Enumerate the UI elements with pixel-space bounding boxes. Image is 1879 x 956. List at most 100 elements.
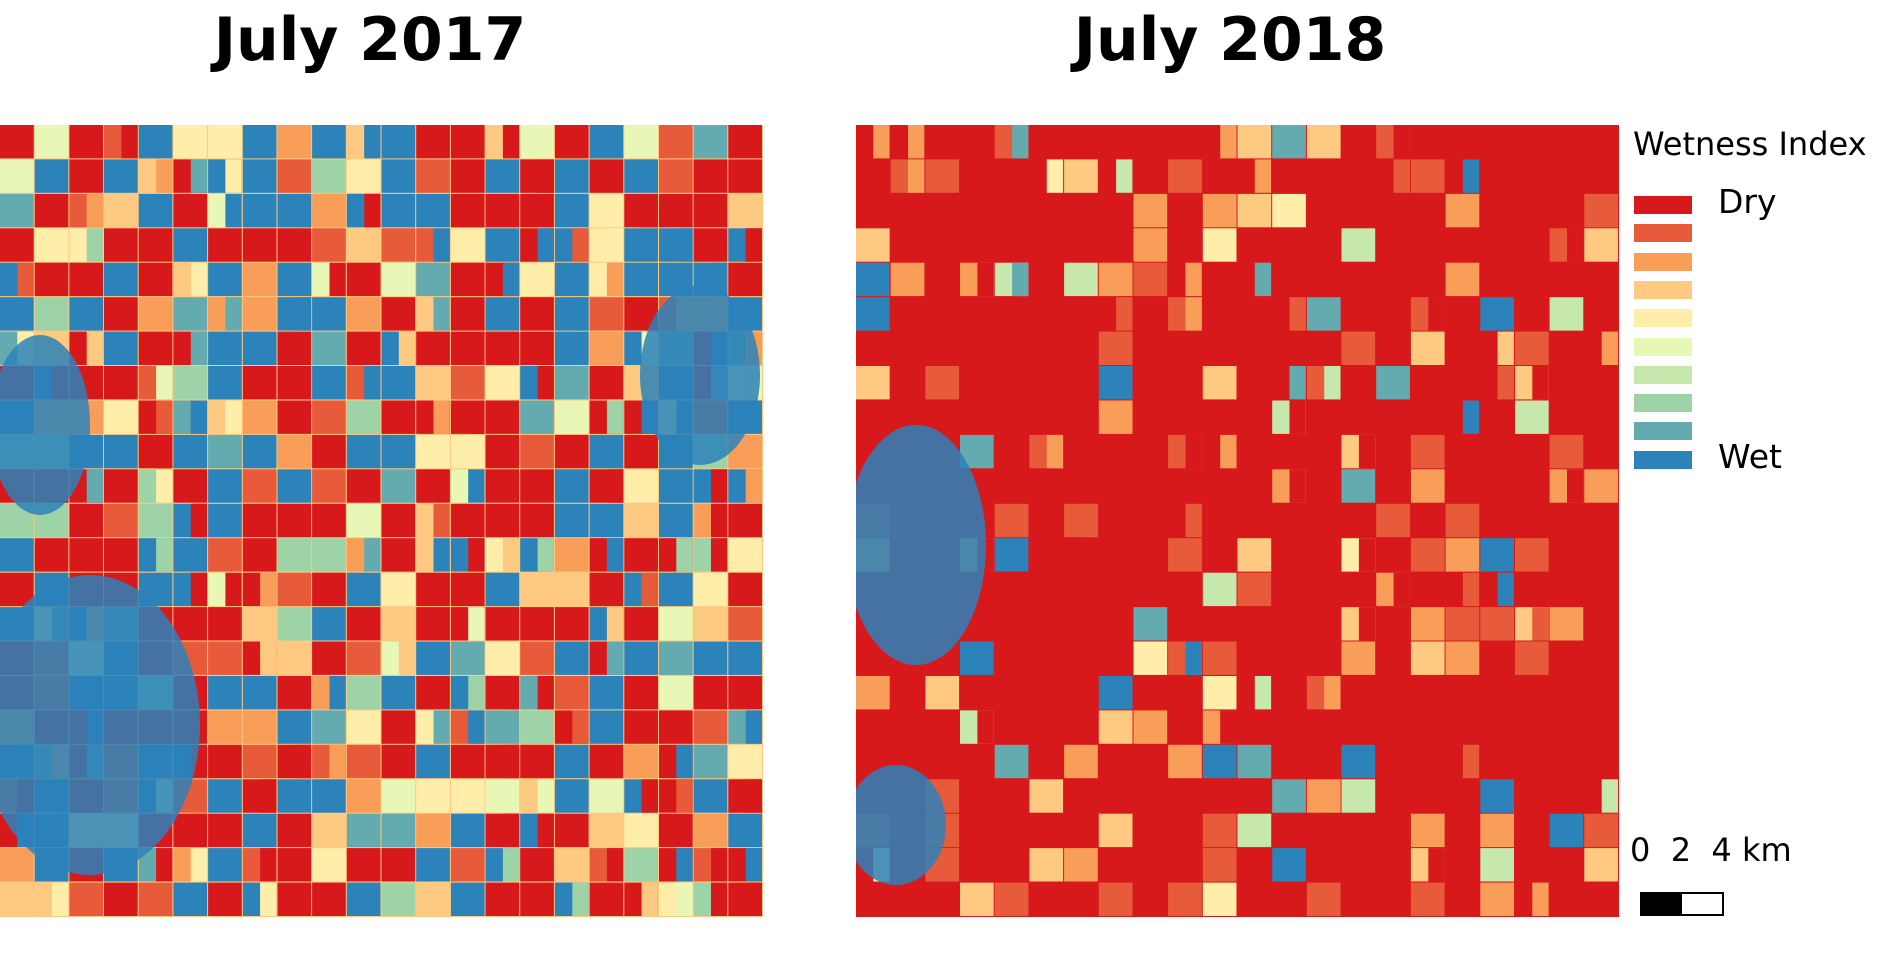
field-subparcel xyxy=(1497,572,1514,607)
field-subparcel xyxy=(468,469,485,503)
field-subparcel xyxy=(537,813,554,848)
field-parcel xyxy=(1445,228,1480,262)
field-parcel xyxy=(0,572,34,607)
field-parcel xyxy=(589,434,624,469)
field-subparcel xyxy=(294,434,312,469)
field-parcel xyxy=(1168,779,1202,813)
field-parcel xyxy=(0,193,34,228)
field-subparcel xyxy=(1081,503,1098,538)
field-subparcel xyxy=(1289,366,1306,400)
field-parcel xyxy=(1306,159,1341,193)
field-subparcel xyxy=(1393,297,1410,331)
field-parcel xyxy=(1098,813,1133,848)
field-parcel xyxy=(1237,779,1272,813)
field-parcel xyxy=(728,538,762,572)
field-subparcel xyxy=(294,193,312,228)
field-parcel xyxy=(1515,400,1549,434)
field-parcel xyxy=(1098,848,1133,882)
field-subparcel xyxy=(1462,882,1480,916)
field-parcel xyxy=(1306,607,1341,641)
field-parcel xyxy=(1133,607,1168,641)
field-parcel xyxy=(994,159,1029,193)
field-subparcel xyxy=(1220,710,1237,744)
field-parcel xyxy=(173,125,208,159)
field-subparcel xyxy=(1220,125,1237,159)
field-parcel xyxy=(104,882,138,916)
field-parcel xyxy=(1480,744,1514,779)
field-parcel xyxy=(1445,813,1480,848)
field-subparcel xyxy=(156,848,173,882)
field-parcel xyxy=(624,469,658,503)
field-parcel xyxy=(624,641,658,675)
field-subparcel xyxy=(468,676,485,710)
field-parcel xyxy=(277,262,312,297)
field-parcel xyxy=(1480,813,1514,848)
field-subparcel xyxy=(1116,159,1133,193)
field-parcel xyxy=(728,262,762,297)
field-parcel xyxy=(346,813,381,848)
field-subparcel xyxy=(1428,297,1445,331)
field-subparcel xyxy=(260,779,277,813)
field-parcel xyxy=(1515,193,1549,228)
wet-area xyxy=(856,425,986,665)
field-parcel xyxy=(1098,744,1133,779)
field-parcel xyxy=(104,262,138,297)
field-parcel xyxy=(312,366,346,400)
field-parcel xyxy=(1272,159,1306,193)
field-parcel xyxy=(1515,779,1549,813)
field-subparcel xyxy=(1393,572,1410,607)
field-parcel xyxy=(450,193,485,228)
field-parcel xyxy=(416,469,450,503)
field-parcel xyxy=(1584,744,1618,779)
field-parcel xyxy=(69,538,104,572)
field-subparcel xyxy=(225,572,242,607)
field-parcel xyxy=(890,331,925,365)
field-subparcel xyxy=(502,848,520,882)
field-subparcel xyxy=(676,538,693,572)
field-parcel xyxy=(485,779,520,813)
field-parcel xyxy=(994,607,1029,641)
field-subparcel xyxy=(225,400,242,434)
field-parcel xyxy=(1133,641,1168,675)
field-parcel xyxy=(450,882,485,916)
field-parcel xyxy=(242,710,277,744)
field-parcel xyxy=(1237,469,1272,503)
field-parcel xyxy=(1098,607,1133,641)
field-parcel xyxy=(416,125,450,159)
legend-swatch-2 xyxy=(1634,252,1692,271)
field-subparcel xyxy=(1324,813,1341,848)
field-parcel xyxy=(1237,641,1272,675)
field-subparcel xyxy=(1497,469,1514,503)
field-parcel xyxy=(104,503,138,538)
field-parcel xyxy=(1306,710,1341,744)
field-parcel xyxy=(890,366,925,400)
field-parcel xyxy=(1445,779,1480,813)
field-subparcel xyxy=(1567,779,1584,813)
field-parcel xyxy=(1341,813,1376,848)
field-subparcel xyxy=(364,366,381,400)
field-parcel xyxy=(1168,848,1202,882)
field-parcel xyxy=(1376,744,1410,779)
field-subparcel xyxy=(606,607,624,641)
field-subparcel xyxy=(433,400,450,434)
wet-area xyxy=(856,765,946,885)
field-parcel xyxy=(450,331,485,365)
field-parcel xyxy=(1445,434,1480,469)
field-subparcel xyxy=(537,676,554,710)
field-subparcel xyxy=(1220,434,1237,469)
field-parcel xyxy=(1410,641,1445,675)
field-parcel xyxy=(1341,710,1376,744)
field-parcel xyxy=(925,366,960,400)
field-subparcel xyxy=(502,125,520,159)
field-parcel xyxy=(1202,400,1237,434)
field-parcel xyxy=(1202,607,1237,641)
field-parcel xyxy=(173,297,208,331)
field-subparcel xyxy=(1497,125,1514,159)
field-parcel xyxy=(1341,779,1376,813)
field-parcel xyxy=(1306,503,1341,538)
field-parcel xyxy=(1376,331,1410,365)
field-parcel xyxy=(1133,262,1168,297)
field-parcel xyxy=(1480,710,1514,744)
field-parcel xyxy=(277,813,312,848)
field-parcel xyxy=(1584,848,1618,882)
